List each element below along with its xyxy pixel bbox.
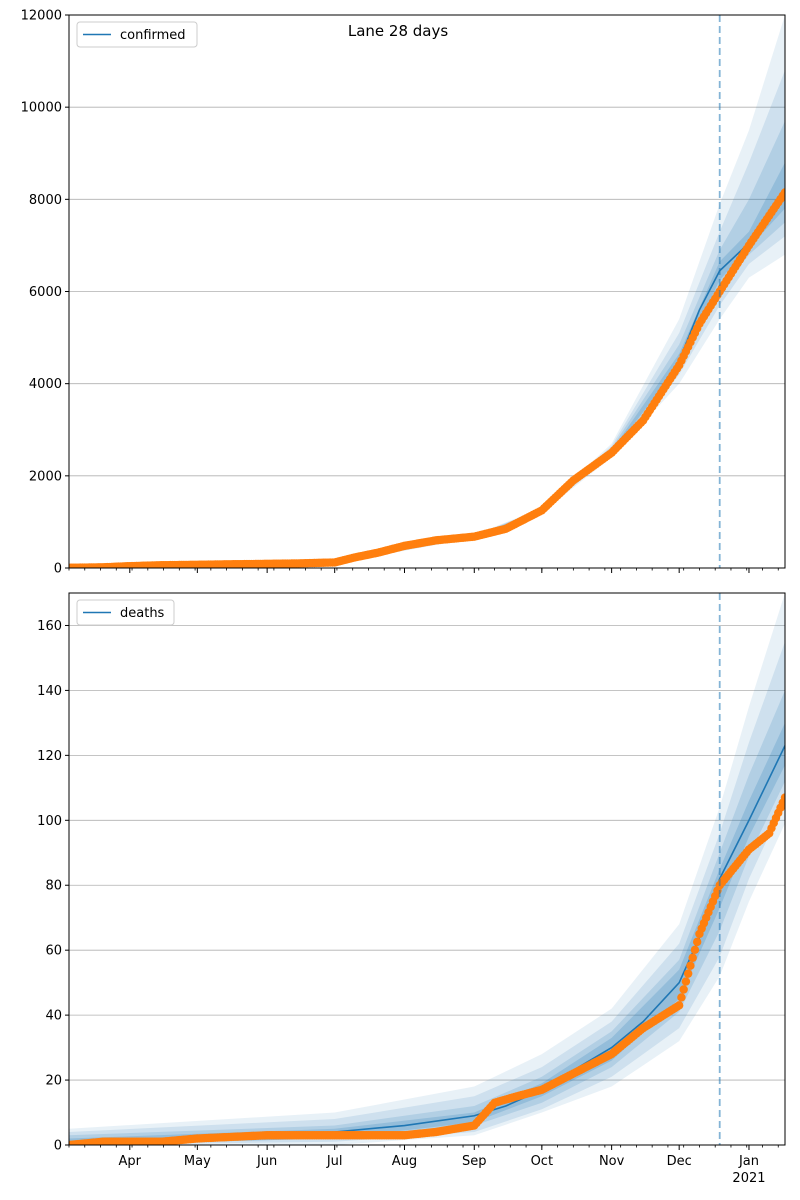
- y-tick-label: 100: [37, 814, 62, 829]
- x-tick-label: Jun: [256, 1154, 277, 1169]
- y-tick-label: 6000: [29, 285, 62, 300]
- y-tick-label: 40: [45, 1009, 62, 1024]
- observed-point: [677, 993, 686, 1002]
- y-tick-label: 12000: [21, 9, 62, 24]
- x-tick-label: Aug: [392, 1154, 417, 1169]
- x-tick-label: Apr: [119, 1154, 142, 1169]
- observed-point: [780, 793, 785, 802]
- y-tick-label: 0: [54, 562, 62, 577]
- figure-title: Lane 28 days: [348, 22, 448, 40]
- observed-point: [681, 977, 691, 986]
- x-tick-label: Jan: [738, 1154, 759, 1169]
- legend: deaths: [76, 599, 175, 626]
- observed-point: [683, 969, 693, 978]
- legend-box: [76, 599, 175, 626]
- y-tick-label: 10000: [21, 101, 62, 116]
- y-tick-label: 160: [37, 619, 62, 634]
- deaths-panel: 0 20 40 60 80 100 120 140 160 Apr May Jun Jul Aug Sep O…: [37, 592, 786, 1186]
- y-tick-label: 0: [54, 1139, 62, 1154]
- y-tick-label: 140: [37, 684, 62, 699]
- observed-point: [688, 953, 697, 962]
- uncertainty-band: [69, 593, 785, 1145]
- y-tick-label: 8000: [29, 193, 62, 208]
- y-tick-label: 4000: [29, 377, 62, 392]
- axes-frame: [68, 592, 786, 1146]
- x-tick-label: Oct: [531, 1154, 553, 1169]
- y-tick-label: 20: [45, 1074, 62, 1089]
- observed-point: [690, 945, 700, 955]
- observed-series: [69, 793, 785, 1145]
- observed-point: [692, 937, 702, 947]
- plot-area: [69, 15, 785, 568]
- legend-box: [76, 21, 198, 48]
- observed-point: [686, 961, 695, 970]
- legend: confirmed: [76, 21, 198, 48]
- legend-label: deaths: [120, 606, 165, 621]
- y-tick-label: 120: [37, 749, 62, 764]
- x-tick-label: Sep: [462, 1154, 487, 1169]
- y-tick-label: 80: [45, 879, 62, 894]
- observed-point: [674, 1001, 684, 1010]
- observed-series: [69, 188, 785, 568]
- x-tick-label: May: [184, 1154, 211, 1169]
- observed-point: [780, 188, 785, 197]
- uncertainty-band: [69, 70, 785, 568]
- x-tick-label: Nov: [599, 1154, 625, 1169]
- observed-point: [679, 985, 688, 994]
- uncertainty-band: [69, 690, 785, 1145]
- x-tick-label: Dec: [667, 1154, 692, 1169]
- confirmed-panel: 0 2000 4000 6000 8000 10000 12000 confirmed: [21, 9, 786, 577]
- x-year-label: 2021: [732, 1171, 765, 1186]
- y-tick-label: 60: [45, 944, 62, 959]
- y-tick-label: 2000: [29, 469, 62, 484]
- x-tick-label: Jul: [326, 1154, 343, 1169]
- uncertainty-band: [69, 641, 785, 1145]
- legend-label: confirmed: [120, 28, 186, 43]
- plot-area: [69, 593, 785, 1145]
